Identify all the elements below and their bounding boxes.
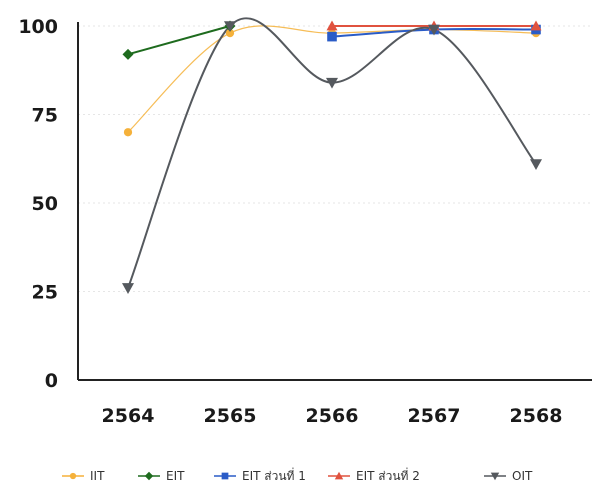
series-line-eit-1 (127, 25, 231, 56)
legend-label: EIT ส่วนที่ 1 (242, 467, 306, 483)
series-line-oit-4 (127, 17, 537, 289)
x-tick-label: 2564 (102, 405, 155, 427)
data-point-oit-4 (122, 283, 134, 294)
y-tick-label: 0 (45, 370, 58, 392)
y-tick-label: 25 (32, 282, 58, 304)
legend-label: OIT (512, 469, 533, 483)
x-tick-label: 2565 (204, 405, 257, 427)
data-point-oit-4 (224, 21, 236, 32)
y-tick-label: 100 (18, 16, 58, 38)
x-tick-label: 2566 (306, 405, 359, 427)
data-point-iit-0 (225, 28, 235, 38)
legend-marker-oit (490, 472, 500, 481)
data-point-oit-4 (428, 24, 440, 36)
legend-label: IIT (90, 469, 105, 483)
legend-label: EIT ส่วนที่ 2 (356, 467, 420, 483)
legend-marker-iit (69, 472, 77, 480)
data-point-eit-2-3 (530, 20, 542, 31)
data-point-oit-4 (326, 77, 338, 89)
data-point-eit-1-2 (327, 31, 337, 42)
legend-marker-eit-2 (334, 471, 344, 480)
data-point-eit-2-3 (326, 20, 338, 31)
legend-marker-eit (144, 471, 154, 481)
data-point-oit-4 (530, 159, 542, 171)
data-point-eit-1 (122, 48, 134, 60)
x-tick-label: 2567 (408, 405, 461, 427)
x-tick-label: 2568 (510, 405, 563, 427)
legend-label: EIT (166, 469, 185, 483)
data-point-iit-0 (123, 128, 133, 137)
y-tick-label: 50 (32, 193, 58, 215)
legend-marker-eit-1 (221, 472, 229, 480)
y-tick-label: 75 (32, 105, 58, 127)
